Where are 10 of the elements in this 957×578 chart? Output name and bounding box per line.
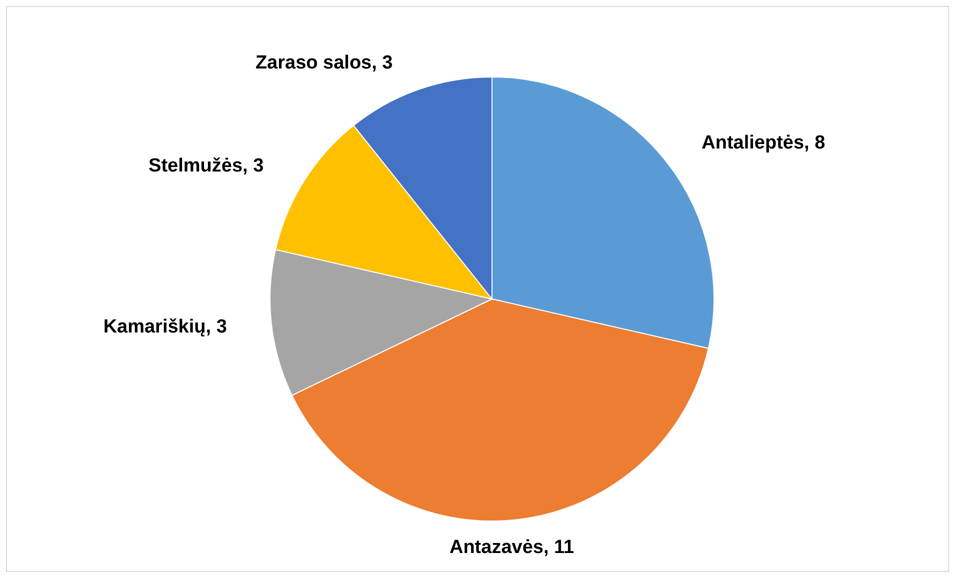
- slice-label: Zaraso salos: [255, 52, 372, 74]
- slice-label: Stelmužės: [148, 155, 243, 176]
- data-label: , 8: [804, 132, 826, 154]
- slice-label: Antalieptės: [702, 132, 804, 154]
- data-label: , 3: [372, 52, 393, 74]
- data-label: , 3: [242, 155, 264, 176]
- slice-label: Antazavės: [449, 536, 544, 558]
- data-label: , 11: [543, 536, 575, 558]
- slice-label: Kamariškių: [103, 316, 206, 338]
- data-label: , 3: [206, 316, 227, 338]
